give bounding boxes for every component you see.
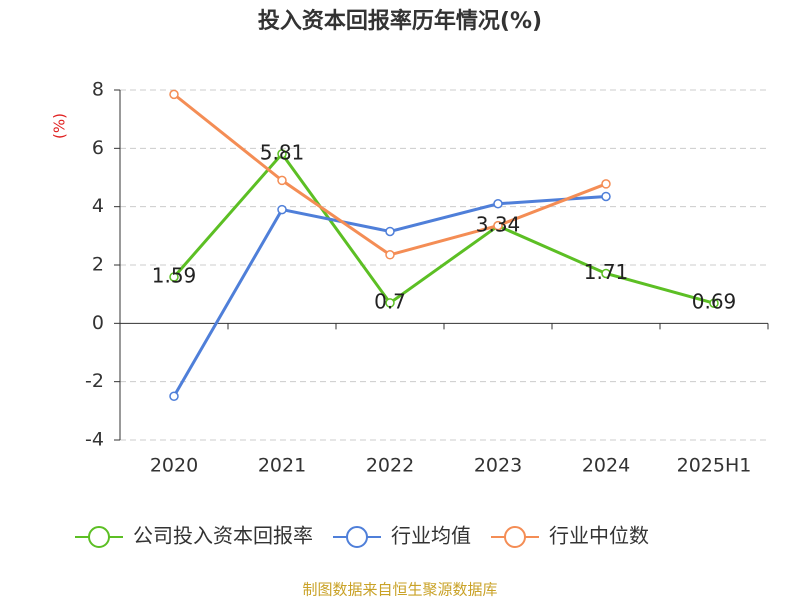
legend-marker [88, 526, 110, 548]
data-point [385, 226, 395, 237]
x-tick-label: 2023 [474, 455, 522, 477]
data-label: 5.81 [260, 140, 305, 164]
y-tick-label: 8 [92, 79, 104, 101]
data-point [385, 298, 395, 308]
y-axis-label: (%) [51, 113, 69, 139]
y-tick-label: 6 [92, 137, 104, 159]
x-tick-label: 2024 [582, 455, 630, 477]
y-tick-label: -4 [85, 429, 104, 451]
x-tick-label: 2020 [150, 455, 198, 477]
data-point [601, 191, 611, 202]
data-point [493, 199, 503, 209]
series-line [172, 151, 715, 306]
y-tick-label: 4 [92, 195, 104, 217]
data-point [169, 89, 179, 100]
data-label: 1.71 [584, 260, 629, 284]
y-tick-label: -2 [85, 370, 104, 392]
data-label: 0.69 [692, 290, 737, 314]
y-tick-label: 0 [92, 312, 104, 334]
data-point [601, 179, 611, 189]
data-point [169, 391, 179, 401]
legend-label: 公司投入资本回报率 [133, 524, 313, 548]
chart-title: 投入资本回报率历年情况(%) [258, 8, 542, 34]
legend-marker [346, 526, 368, 548]
data-point [277, 149, 287, 159]
source-note: 制图数据来自恒生聚源数据库 [302, 581, 497, 599]
data-point [493, 220, 503, 231]
data-label: 3.34 [476, 212, 521, 236]
legend-label: 行业均值 [391, 524, 471, 548]
x-tick-label: 2025H1 [677, 455, 752, 477]
data-point [601, 268, 611, 279]
data-point [169, 272, 179, 282]
x-tick-label: 2022 [366, 455, 414, 477]
data-point [385, 250, 395, 260]
data-point [277, 204, 287, 215]
data-point [277, 175, 287, 186]
legend-marker [504, 526, 526, 548]
y-tick-label: 2 [92, 254, 104, 276]
data-label: 0.7 [374, 289, 406, 313]
data-label: 1.59 [152, 263, 197, 287]
legend-label: 行业中位数 [549, 524, 649, 548]
data-point [709, 298, 719, 308]
x-tick-label: 2021 [258, 455, 306, 477]
